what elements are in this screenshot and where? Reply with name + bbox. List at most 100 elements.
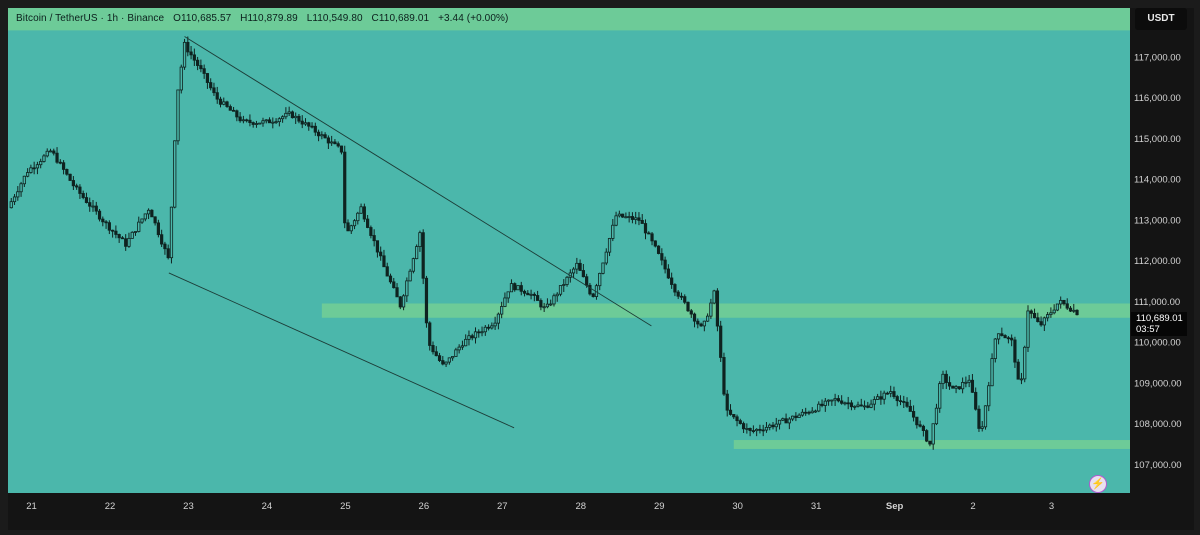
- candle: [320, 131, 324, 140]
- candle-body: [604, 251, 608, 264]
- candle-body: [343, 151, 347, 224]
- candle: [245, 118, 249, 123]
- candle-body: [26, 172, 30, 177]
- candle-body: [362, 206, 366, 220]
- candle-body: [702, 320, 706, 327]
- time-tick-label: 26: [419, 501, 430, 512]
- candle: [248, 114, 252, 127]
- candle: [519, 281, 523, 296]
- candle: [65, 168, 69, 176]
- candle: [267, 117, 272, 124]
- candle: [820, 399, 824, 408]
- candle-body: [1010, 337, 1014, 341]
- candle: [764, 421, 769, 433]
- candle-body: [931, 423, 935, 445]
- candle: [222, 97, 226, 106]
- candle: [441, 356, 445, 366]
- candle-body: [294, 115, 298, 119]
- candle-body: [640, 220, 644, 224]
- candle-body: [173, 140, 177, 208]
- candle-body: [869, 403, 873, 408]
- candle: [604, 248, 608, 266]
- candle-body: [55, 152, 59, 163]
- candle-body: [941, 373, 945, 385]
- candle-body: [434, 351, 438, 357]
- candle: [876, 393, 880, 400]
- candle-body: [212, 87, 216, 94]
- candle-body: [372, 235, 376, 242]
- candle: [238, 112, 242, 123]
- candle-body: [650, 233, 654, 242]
- time-axis-labels: 21 22 23 24 25 26 27 28 29 30 31 Sep 2 3: [26, 501, 1054, 512]
- candle-body: [166, 248, 170, 259]
- candle-body: [375, 240, 380, 253]
- candle-body: [225, 101, 229, 107]
- candle-body: [290, 111, 295, 119]
- time-tick-label: 23: [183, 501, 194, 512]
- price-chart[interactable]: [8, 8, 1130, 493]
- candle: [35, 161, 40, 175]
- candle: [114, 225, 118, 239]
- candle-body: [585, 276, 589, 286]
- trendline-upper-channel[interactable]: [184, 36, 652, 327]
- candle: [1000, 327, 1004, 337]
- candle: [186, 36, 190, 57]
- time-tick-label: 28: [575, 501, 586, 512]
- candle-body: [853, 405, 857, 408]
- candle: [333, 139, 337, 145]
- candle: [58, 159, 62, 165]
- time-axis[interactable]: 21 22 23 24 25 26 27 28 29 30 31 Sep 2 3: [8, 493, 1130, 530]
- candle-body: [794, 415, 798, 418]
- candle: [196, 56, 200, 71]
- trendline-lower-channel[interactable]: [168, 272, 515, 429]
- candle-body: [679, 295, 684, 298]
- candle: [905, 397, 909, 408]
- candle-body: [761, 429, 765, 432]
- candle: [1046, 311, 1050, 322]
- last-price-value: 110,689.01: [1136, 313, 1183, 324]
- candle-body: [774, 423, 778, 428]
- candle-body: [928, 440, 932, 445]
- candle-body: [470, 335, 474, 339]
- candle-body: [614, 215, 618, 226]
- candle-body: [974, 391, 978, 410]
- price-axis[interactable]: 107,000.00 108,000.00 109,000.00 110,000.00…: [1130, 8, 1194, 493]
- candle-body: [153, 216, 157, 224]
- candle-body: [771, 424, 775, 428]
- candle: [872, 396, 876, 411]
- candle: [977, 405, 981, 432]
- candle-body: [192, 54, 196, 61]
- candle-body: [611, 224, 615, 239]
- candle-body: [431, 345, 435, 353]
- candle: [823, 398, 827, 412]
- candle-body: [764, 426, 769, 431]
- candle-body: [908, 405, 912, 412]
- candle: [885, 391, 890, 395]
- candle: [536, 290, 540, 301]
- candle-body: [947, 382, 952, 387]
- currency-button[interactable]: USDT: [1135, 8, 1187, 30]
- candle-body: [281, 116, 285, 120]
- candle-body: [607, 238, 612, 253]
- candle-body: [921, 425, 925, 431]
- candle: [771, 421, 775, 430]
- lightning-icon[interactable]: ⚡: [1089, 475, 1107, 493]
- candle: [156, 219, 160, 238]
- candle-body: [133, 231, 138, 233]
- candle-body: [676, 291, 680, 297]
- candle-body: [826, 399, 831, 402]
- candle-body: [588, 284, 592, 295]
- candle-body: [496, 313, 500, 324]
- candle: [516, 285, 520, 291]
- candle-body: [859, 404, 863, 407]
- candle: [1010, 334, 1014, 347]
- candle-body: [840, 400, 844, 404]
- candle: [424, 275, 429, 328]
- candle-body: [862, 405, 867, 408]
- plot-area[interactable]: [8, 8, 1130, 493]
- candle-body: [460, 345, 465, 348]
- candle: [1036, 312, 1040, 323]
- candle: [1075, 309, 1079, 316]
- candle: [451, 356, 455, 361]
- candle-body: [369, 227, 373, 236]
